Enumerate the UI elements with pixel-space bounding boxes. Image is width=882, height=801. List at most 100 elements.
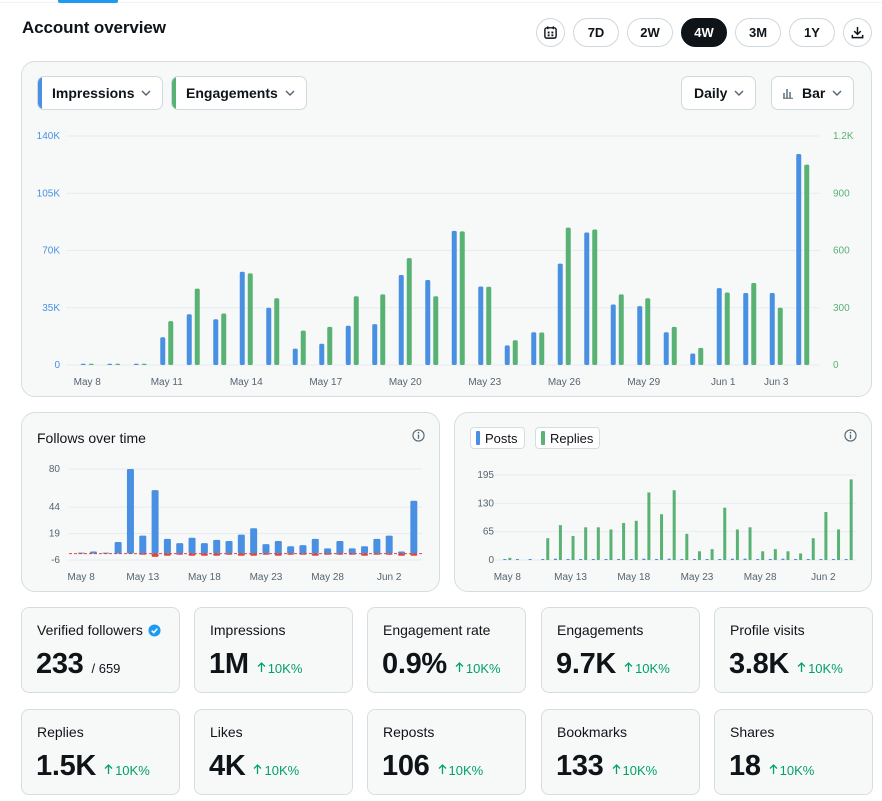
calendar-button[interactable] — [536, 18, 565, 47]
arrow-up-icon — [612, 764, 620, 774]
impressions-bar — [107, 363, 113, 365]
impressions-bar — [425, 279, 431, 365]
stat-change: 10K% — [257, 661, 302, 676]
active-tab-indicator — [58, 0, 118, 3]
stat-value-row: 0.9% 10K% — [382, 648, 501, 681]
replies-bar — [672, 490, 676, 560]
follows-bar — [237, 534, 245, 554]
range-1y-button[interactable]: 1Y — [789, 18, 835, 47]
stat-label: Bookmarks — [557, 724, 627, 740]
replies-bar — [837, 529, 841, 560]
stat-card-replies[interactable]: Replies 1.5K 10K% — [21, 709, 180, 795]
impressions-bar — [584, 232, 590, 365]
follows-bar — [361, 546, 369, 554]
posts-bar — [768, 559, 772, 560]
info-icon[interactable] — [844, 429, 857, 447]
stat-card-likes[interactable]: Likes 4K 10K% — [194, 709, 353, 795]
stat-card-engagement-rate[interactable]: Engagement rate 0.9% 10K% — [367, 607, 526, 693]
stat-card-bookmarks[interactable]: Bookmarks 133 10K% — [541, 709, 700, 795]
chevron-down-icon — [831, 87, 843, 99]
granularity-dropdown[interactable]: Daily — [681, 76, 757, 110]
chart-type-dropdown[interactable]: Bar — [771, 76, 855, 110]
range-4w-button[interactable]: 4W — [681, 18, 727, 47]
stat-change: 10K% — [797, 661, 843, 676]
x-tick-label: May 23 — [468, 377, 501, 388]
follows-chart: -6 19 44 80 May 8 May 13 May 18 May 23 May 28 Jun… — [49, 464, 422, 583]
stat-card-reposts[interactable]: Reposts 106 10K% — [367, 709, 526, 795]
info-icon[interactable] — [412, 429, 425, 447]
download-button[interactable] — [843, 18, 872, 47]
x-tick-label: May 28 — [311, 572, 344, 583]
stat-card-profile-visits[interactable]: Profile visits 3.8K 10K% — [714, 607, 873, 693]
replies-color-swatch — [541, 431, 545, 445]
impressions-bar — [160, 337, 166, 365]
x-tick-label: May 23 — [681, 572, 714, 583]
x-tick-label: May 13 — [126, 572, 159, 583]
metric1-dropdown[interactable]: Impressions — [37, 76, 164, 110]
metric1-label: Impressions — [52, 85, 135, 101]
engagements-bar — [433, 296, 439, 365]
download-icon — [851, 26, 864, 39]
stat-value-row: 1.5K 10K% — [36, 750, 150, 783]
engagements-bar — [539, 332, 545, 365]
stat-card-engagements[interactable]: Engagements 9.7K 10K% — [541, 607, 700, 693]
y-right-tick-label: 1.2K — [833, 131, 854, 142]
posts-bar — [541, 559, 545, 560]
stat-card-impressions[interactable]: Impressions 1M 10K% — [194, 607, 353, 693]
posts-bar — [579, 559, 583, 560]
stat-card-verified-followers[interactable]: Verified followers 233 / 659 — [21, 607, 180, 693]
y-tick-label: 0 — [488, 555, 494, 566]
engagements-bar — [168, 321, 174, 365]
replies-bar — [634, 520, 638, 560]
follows-bar — [373, 538, 381, 554]
metric2-dropdown[interactable]: Engagements — [171, 76, 307, 110]
stat-change: 10K% — [253, 763, 299, 778]
impressions-bar — [716, 288, 722, 365]
posts-bar — [680, 559, 684, 560]
range-2w-button[interactable]: 2W — [627, 18, 673, 47]
posts-bar — [692, 559, 696, 560]
replies-bar — [609, 529, 613, 560]
engagements-bar — [141, 363, 147, 365]
y-tick-label: -6 — [51, 555, 60, 566]
arrow-up-icon — [769, 764, 778, 774]
stat-card-shares[interactable]: Shares 18 10K% — [714, 709, 873, 795]
replies-bar — [849, 479, 853, 560]
posts-bar — [844, 559, 848, 560]
posts-bar — [794, 559, 798, 560]
replies-bar — [761, 551, 765, 560]
follows-bar — [348, 548, 356, 554]
unfollows-bar — [188, 553, 196, 556]
stat-subvalue: / 659 — [91, 661, 121, 676]
stat-label-text: Likes — [210, 724, 243, 740]
arrow-up-icon — [257, 662, 266, 672]
follows-bar — [250, 528, 258, 554]
stat-value: 233 — [36, 648, 84, 680]
impressions-bar — [239, 271, 245, 365]
replies-legend-pill[interactable]: Replies — [535, 427, 601, 449]
x-tick-label: May 26 — [548, 377, 581, 388]
stat-value-row: 18 10K% — [729, 750, 814, 783]
y-left-tick-label: 70K — [42, 246, 60, 257]
stat-value-row: 1M 10K% — [209, 648, 302, 681]
y-tick-label: 80 — [49, 464, 61, 475]
posts-legend-pill[interactable]: Posts — [470, 427, 525, 449]
engagements-color-swatch — [172, 77, 176, 109]
unfollows-bar — [287, 553, 295, 555]
follows-bar — [336, 540, 344, 554]
range-7d-button[interactable]: 7D — [573, 18, 619, 47]
posts-bar — [629, 559, 633, 560]
stat-value: 4K — [209, 750, 246, 782]
metric2-label: Engagements — [186, 85, 278, 101]
impressions-bar — [743, 293, 749, 365]
replies-bar — [799, 553, 803, 560]
x-tick-label: May 28 — [744, 572, 777, 583]
x-tick-label: May 8 — [74, 377, 102, 388]
stat-value: 106 — [382, 750, 430, 782]
follows-bar — [274, 540, 282, 554]
posts-bar — [756, 559, 760, 560]
replies-bar — [685, 533, 689, 560]
account-chart-panel: Impressions Engagements Daily Bar 0 35K 70… — [21, 61, 872, 397]
posts-bar — [642, 558, 646, 560]
range-3m-button[interactable]: 3M — [735, 18, 781, 47]
